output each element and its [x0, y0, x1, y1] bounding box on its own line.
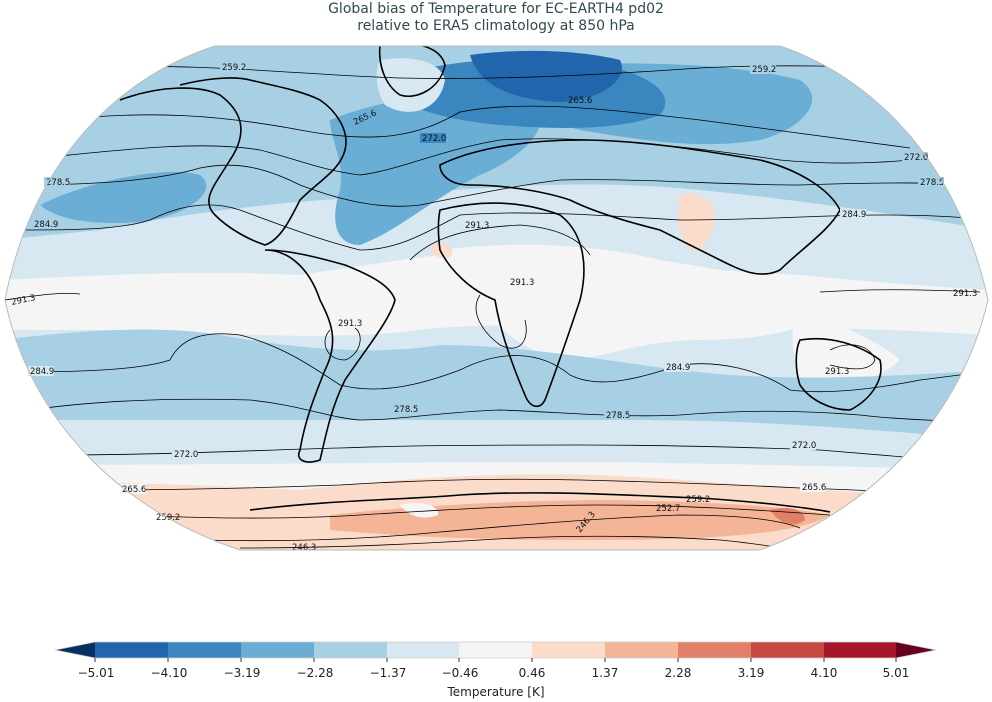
contour-labels: 259.2 259.2 265.6 265.6 272.0 272.0 278.…	[11, 62, 977, 553]
colorbar-extend-high	[896, 642, 936, 658]
colorbar-tick: −5.01	[77, 666, 115, 680]
colorbar-label: Temperature [K]	[447, 685, 545, 699]
contour-label: 265.6	[568, 96, 592, 106]
colorbar-tick: 4.10	[810, 666, 838, 680]
chart-title-line-1: Global bias of Temperature for EC-EARTH4…	[328, 1, 664, 17]
contour-label: 291.3	[825, 367, 849, 377]
contour-label: 272.0	[904, 153, 928, 163]
contour-label: 291.3	[338, 319, 362, 329]
contour-label: 291.3	[510, 278, 534, 288]
colorbar-tick: −4.10	[150, 666, 188, 680]
colorbar	[54, 641, 937, 662]
contour-label: 278.5	[606, 411, 630, 421]
colorbar-tick: −3.19	[223, 666, 261, 680]
contour-label: 291.3	[953, 289, 977, 299]
colorbar-extend-low	[55, 642, 95, 658]
contour-label: 265.6	[802, 483, 826, 493]
contour-label: 278.5	[394, 405, 418, 415]
contour-label: 259.2	[752, 65, 776, 75]
contour-label: 252.7	[656, 504, 680, 514]
chart-title-line-2: relative to ERA5 climatology at 850 hPa	[357, 18, 635, 34]
contour-label: 278.5	[920, 178, 944, 188]
colorbar-tick: 2.28	[664, 666, 692, 680]
contour-label: 246.3	[292, 543, 316, 553]
map-boundary	[4, 45, 989, 551]
bias-field	[5, 46, 988, 550]
colorbar-tick: 1.37	[591, 666, 619, 680]
colorbar-tick: −1.37	[369, 666, 407, 680]
colorbar-tick: 5.01	[882, 666, 910, 680]
colorbar-tick: 3.19	[737, 666, 765, 680]
contour-label: 272.0	[174, 450, 198, 460]
contour-label: 265.6	[122, 485, 146, 495]
contour-label: 291.3	[11, 293, 37, 308]
contour-label: 259.2	[686, 495, 710, 505]
contour-label: 278.5	[46, 178, 70, 188]
contour-label: 284.9	[30, 367, 54, 377]
contour-label: 272.0	[422, 134, 446, 144]
colorbar-tick: 0.46	[518, 666, 546, 680]
contour-label: 259.2	[222, 63, 246, 73]
climatology-contours	[5, 65, 988, 549]
colorbar-tick: −0.46	[441, 666, 479, 680]
contour-label: 284.9	[666, 363, 690, 373]
contour-label: 291.3	[465, 221, 489, 231]
contour-label: 272.0	[792, 441, 816, 451]
contour-label: 284.9	[34, 220, 58, 230]
contour-label: 284.9	[842, 210, 866, 220]
bias-map: 259.2 259.2 265.6 265.6 272.0 272.0 278.…	[4, 45, 989, 553]
colorbar-tick: −2.28	[296, 666, 334, 680]
